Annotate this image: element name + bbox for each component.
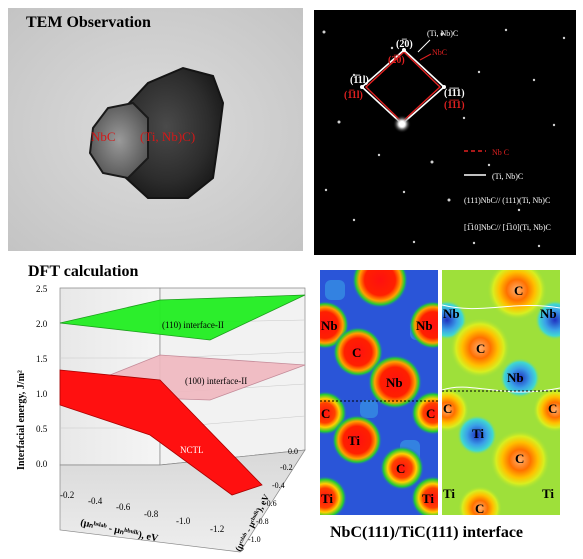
svg-text:C: C xyxy=(548,401,557,416)
svg-text:0.5: 0.5 xyxy=(36,424,48,434)
svg-text:2.0: 2.0 xyxy=(36,319,48,329)
right-atom-labels: C Nb Nb C Nb C C Ti C Ti Ti C xyxy=(443,283,557,515)
svg-text:Ti: Ti xyxy=(472,426,484,441)
svg-text:Nb: Nb xyxy=(540,306,557,321)
plane-100-label: (100) interface-II xyxy=(185,376,247,386)
svg-text:-0.4: -0.4 xyxy=(272,481,285,490)
svg-text:C: C xyxy=(396,461,405,476)
spot-220-red: (2̅0) xyxy=(388,55,405,66)
svg-text:Nb: Nb xyxy=(416,318,433,333)
tem-panel: NbC (Ti, Nb)C) xyxy=(8,8,303,251)
tem-title: TEM Observation xyxy=(26,14,151,31)
left-atom-labels: Nb Nb C Nb C C Ti C Ti Ti xyxy=(321,318,435,506)
svg-text:2.5: 2.5 xyxy=(36,284,48,294)
svg-text:C: C xyxy=(443,401,452,416)
svg-text:Nb: Nb xyxy=(507,370,524,385)
spot-right-white: (1̅1̅1) xyxy=(444,88,465,99)
spot-left-red: (1̅1l) xyxy=(344,90,363,101)
svg-text:0.0: 0.0 xyxy=(288,447,298,456)
svg-text:-0.4: -0.4 xyxy=(88,496,103,506)
interface-map-right: C Nb Nb C Nb C C Ti C Ti Ti C xyxy=(442,270,560,515)
svg-text:Nb: Nb xyxy=(443,306,460,321)
dft-3d-plot: (110) interface-II (100) interface-II NC… xyxy=(16,284,306,553)
tinbc-particle xyxy=(118,66,225,199)
interface-map-left: Nb Nb C Nb C C Ti C Ti Ti xyxy=(320,270,438,515)
charge-density-left: Nb Nb C Nb C C Ti C Ti Ti xyxy=(320,270,438,515)
plane-110 xyxy=(59,294,306,341)
svg-text:C: C xyxy=(321,406,330,421)
svg-text:Ti: Ti xyxy=(542,486,554,501)
svg-text:C: C xyxy=(426,406,435,421)
interface-caption: NbC(111)/TiC(111) interface xyxy=(330,524,524,541)
tem-label-tinbc: (Ti, Nb)C) xyxy=(140,129,195,144)
spot-right-red: (1̅1̅1) xyxy=(444,100,465,111)
plane-nctl xyxy=(59,369,263,496)
charge-density-right: C Nb Nb C Nb C C Ti C Ti Ti C xyxy=(442,270,560,515)
svg-text:-0.8: -0.8 xyxy=(256,517,269,526)
plane-nctl-label: NCTL xyxy=(180,445,204,455)
svg-text:C: C xyxy=(475,501,484,515)
nbc-particle xyxy=(88,101,149,180)
svg-text:-1.0: -1.0 xyxy=(176,516,191,526)
diffraction-top-label: (Ti, Nb)C xyxy=(427,29,458,38)
legend-nbc: Nb C xyxy=(492,148,509,157)
svg-text:C: C xyxy=(352,345,361,360)
legend-tinbc: (Ti, Nb)C xyxy=(492,172,523,181)
svg-text:-1.2: -1.2 xyxy=(210,524,224,534)
orientation-relation-2: [1̅10]NbC// [1̅10](Ti, Nb)C xyxy=(464,223,551,232)
nbc-arrow-label: NbC xyxy=(432,48,447,57)
svg-text:-0.8: -0.8 xyxy=(144,509,159,519)
diffraction-spots xyxy=(322,28,566,248)
svg-text:C: C xyxy=(515,451,524,466)
svg-text:-1.0: -1.0 xyxy=(248,535,261,544)
svg-text:-0.6: -0.6 xyxy=(116,502,131,512)
dft-ylabel: Interfacial energy, J/m² xyxy=(16,370,27,470)
tem-image: NbC (Ti, Nb)C) xyxy=(8,8,303,251)
spot-220-white: (2̅0) xyxy=(396,39,413,50)
dft-chart: (110) interface-II (100) interface-II NC… xyxy=(0,280,312,559)
svg-text:C: C xyxy=(476,341,485,356)
diffraction-image: (2̅0) (2̅0) (Ti, Nb)C NbC (1̅1l) (1̅1l) … xyxy=(314,10,576,255)
dft-xticks: -0.2 -0.4 -0.6 -0.8 -1.0 -1.2 xyxy=(60,490,224,534)
svg-text:Nb: Nb xyxy=(386,375,403,390)
svg-text:Ti: Ti xyxy=(321,491,333,506)
tem-label-nbc: NbC xyxy=(91,129,116,144)
spot-left-white: (1̅1l) xyxy=(350,75,369,86)
dft-yticks: 0.0 0.5 1.0 1.5 2.0 2.5 xyxy=(36,284,48,469)
svg-text:Ti: Ti xyxy=(422,491,434,506)
diffraction-panel: (2̅0) (2̅0) (Ti, Nb)C NbC (1̅1l) (1̅1l) … xyxy=(314,10,576,255)
svg-text:Ti: Ti xyxy=(348,433,360,448)
svg-text:1.0: 1.0 xyxy=(36,389,48,399)
dft-title: DFT calculation xyxy=(28,263,139,280)
svg-text:Nb: Nb xyxy=(321,318,338,333)
orientation-relation-1: (111)NbC// (111)(Ti, Nb)C xyxy=(464,196,550,205)
dft-zticks: -1.0 -0.8 -0.6 -0.4 -0.2 0.0 xyxy=(248,447,298,544)
plane-110-label: (110) interface-II xyxy=(162,320,224,330)
svg-text:-0.2: -0.2 xyxy=(280,463,293,472)
svg-text:-0.2: -0.2 xyxy=(60,490,74,500)
svg-text:Ti: Ti xyxy=(443,486,455,501)
svg-text:C: C xyxy=(514,283,523,298)
svg-text:1.5: 1.5 xyxy=(36,354,48,364)
svg-text:0.0: 0.0 xyxy=(36,459,48,469)
svg-text:-0.6: -0.6 xyxy=(264,499,277,508)
